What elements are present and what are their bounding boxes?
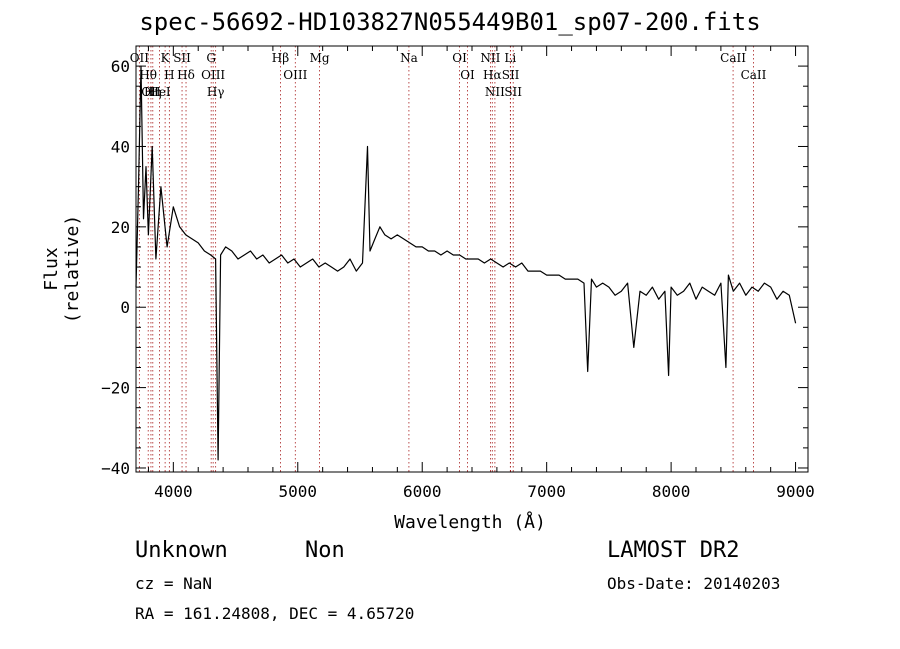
line-markers [138, 46, 754, 472]
line-marker-label: Hα [483, 68, 502, 82]
line-marker-label: Hβ [272, 51, 289, 65]
x-tick-label: 7000 [527, 482, 566, 501]
line-marker-label: H [164, 68, 174, 82]
survey-text: LAMOST DR2 [607, 538, 740, 563]
line-marker-label: CaII [720, 51, 746, 65]
line-marker-label: OII [130, 51, 150, 65]
line-marker-label: Hγ [207, 85, 225, 99]
y-tick-label: −40 [101, 459, 130, 478]
line-marker-label: Li [504, 51, 516, 65]
y-tick-label: 20 [111, 218, 130, 237]
line-marker-label: Hδ [177, 68, 195, 82]
series-layer [135, 65, 797, 461]
y-tick-label: 60 [111, 57, 130, 76]
line-marker-label: K [161, 51, 171, 65]
line-marker-label: OII [141, 85, 161, 99]
y-tick-label: 0 [120, 298, 130, 317]
line-marker-label: CaII [741, 68, 767, 82]
line-marker-label: Hη [144, 85, 162, 99]
x-tick-label: 8000 [652, 482, 691, 501]
line-marker-label: Mg [310, 51, 330, 65]
line-marker-label: NII [485, 85, 505, 99]
x-tick-label: 6000 [403, 482, 442, 501]
axes-layer: 4000 5000 6000 7000 8000 9000 −40 −20 0 20 40 60 [101, 45, 815, 501]
line-marker-label: Na [400, 51, 418, 65]
spectrum-line [135, 65, 797, 461]
line-marker-label: Hθ [139, 68, 157, 82]
x-tick-label: 4000 [154, 482, 193, 501]
line-marker-label: OI [460, 68, 475, 82]
line-marker-label: NII [480, 51, 500, 65]
x-axis-label: Wavelength (Å) [394, 512, 546, 533]
subclass-text: Non [305, 538, 345, 563]
chart-title: spec-56692-HD103827N055449B01_sp07-200.f… [139, 8, 761, 36]
y-tick-label: 40 [111, 137, 130, 156]
x-tick-label: 9000 [776, 482, 815, 501]
line-marker-label: SII [502, 68, 520, 82]
radec-text: RA = 161.24808, DEC = 4.65720 [135, 604, 415, 623]
cz-text: cz = NaN [135, 574, 213, 593]
line-marker-label: SII [173, 51, 191, 65]
line-marker-label: OIII [283, 68, 307, 82]
y-tick-label: −20 [101, 379, 130, 398]
x-tick-label: 5000 [279, 482, 318, 501]
obs-date-text: Obs-Date: 20140203 [607, 574, 781, 593]
line-marker-label: G [206, 51, 216, 65]
line-marker-label: SII [504, 85, 522, 99]
line-marker-label: HeI [148, 85, 171, 99]
y-axis-label: Flux (relative) [41, 214, 83, 324]
line-marker-label: OIII [201, 68, 225, 82]
line-marker-label: OI [452, 51, 467, 65]
class-text: Unknown [135, 538, 228, 563]
